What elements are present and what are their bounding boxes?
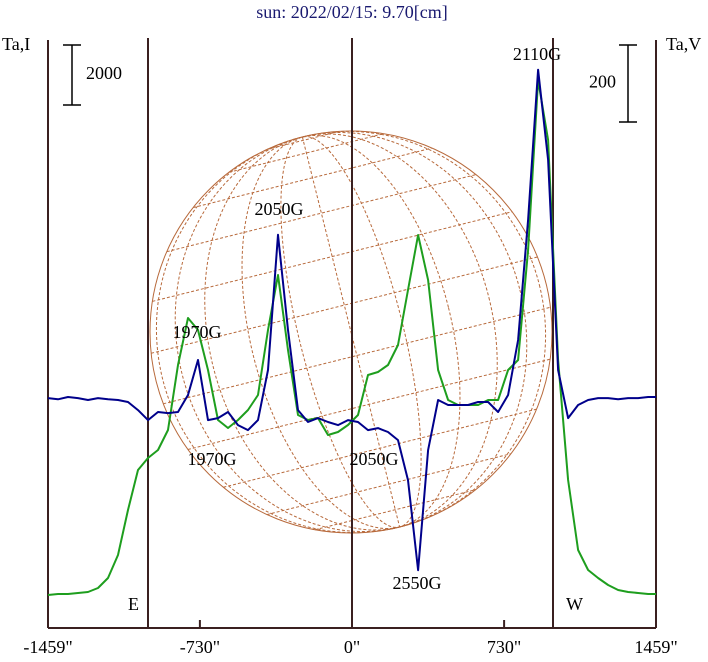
limb-label: E bbox=[128, 594, 139, 614]
annotation: 2050G bbox=[255, 199, 304, 219]
scale-bar-label: 200 bbox=[589, 72, 616, 92]
data-line bbox=[47, 68, 656, 572]
latitude-line bbox=[151, 256, 538, 354]
annotation: 2550G bbox=[393, 573, 442, 593]
x-tick-label: -1459" bbox=[23, 637, 72, 657]
longitude-line bbox=[241, 134, 461, 530]
annotation: 2050G bbox=[350, 449, 399, 469]
frame bbox=[47, 38, 657, 629]
x-tick-label: -730" bbox=[180, 637, 220, 657]
x-tick-label: 0" bbox=[344, 637, 360, 657]
chart-title: sun: 2022/02/15: 9.70[cm] bbox=[256, 2, 448, 22]
longitude-line bbox=[174, 131, 528, 533]
limb-label: W bbox=[566, 594, 583, 614]
x-tick-label: 1459" bbox=[634, 637, 677, 657]
annotation: 1970G bbox=[188, 449, 237, 469]
latitude-line bbox=[152, 211, 513, 302]
y2-axis-label: Ta,V bbox=[666, 34, 701, 54]
latitude-line bbox=[166, 174, 477, 253]
latitude-line bbox=[228, 133, 384, 173]
latitude-line bbox=[193, 147, 433, 209]
x-tick-label: 730" bbox=[487, 637, 521, 657]
latitude-line bbox=[314, 489, 476, 531]
y-axis-label: Ta,I bbox=[2, 34, 30, 54]
latitude-line bbox=[163, 306, 551, 405]
latitude-line bbox=[266, 130, 340, 150]
scale-bar-label: 2000 bbox=[86, 63, 122, 83]
annotation: 2110G bbox=[513, 44, 561, 64]
annotation: 1970G bbox=[173, 322, 222, 342]
